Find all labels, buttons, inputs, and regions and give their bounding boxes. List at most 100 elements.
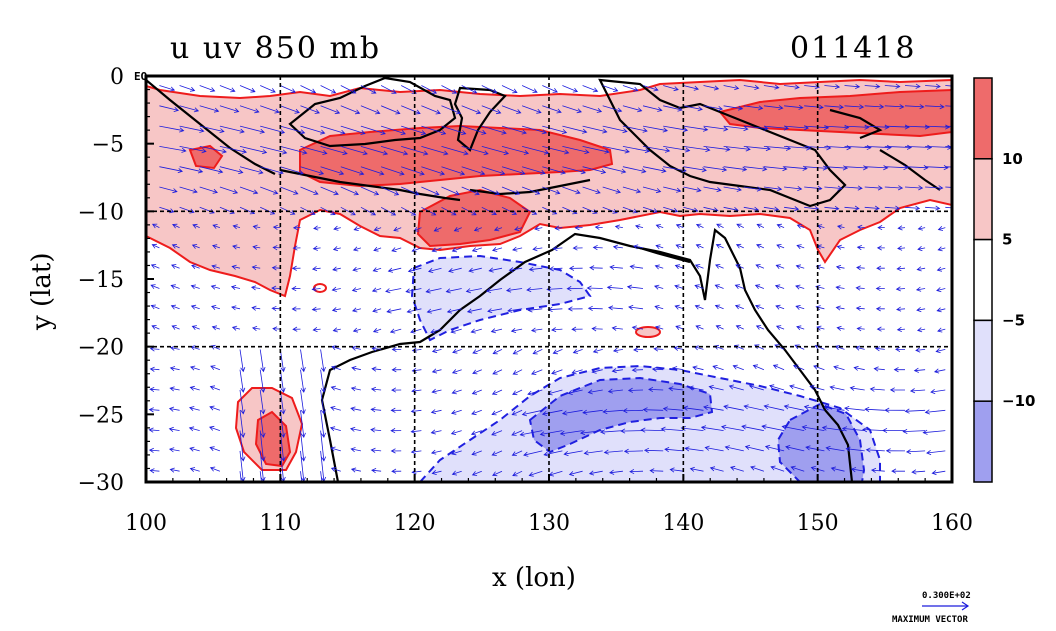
wind-vector-arrow bbox=[734, 304, 744, 310]
wind-vector-arrow bbox=[421, 186, 440, 196]
wind-vector-arrow bbox=[642, 105, 663, 112]
wind-vector-arrow bbox=[735, 243, 744, 249]
wind-vector-arrow bbox=[627, 387, 644, 393]
wind-vector-arrow bbox=[756, 243, 765, 249]
wind-vector-arrow bbox=[655, 244, 664, 250]
wind-vector-arrow bbox=[360, 186, 380, 196]
wind-vector-arrow bbox=[280, 186, 299, 195]
wind-vector-arrow bbox=[450, 430, 462, 435]
wind-vector-arrow bbox=[631, 367, 644, 373]
wind-vector-arrow bbox=[856, 265, 865, 271]
wind-vector-arrow bbox=[352, 266, 362, 272]
wind-vector-arrow bbox=[642, 166, 667, 173]
region-core-sumatra bbox=[188, 144, 224, 170]
wind-vector-arrow bbox=[425, 288, 442, 294]
wind-vector-arrow bbox=[662, 406, 684, 412]
wind-vector-arrow bbox=[785, 445, 805, 452]
wind-vector-arrow bbox=[804, 205, 820, 212]
wind-vector-arrow bbox=[340, 186, 359, 196]
wind-vector-arrow bbox=[320, 410, 326, 439]
wind-vector-arrow bbox=[189, 446, 200, 452]
wind-vector-arrow bbox=[925, 205, 941, 211]
wind-vector-arrow bbox=[642, 146, 671, 153]
wind-vector-arrow bbox=[864, 104, 885, 110]
wind-vector-arrow bbox=[622, 125, 648, 133]
wind-vector-arrow bbox=[450, 328, 462, 334]
wind-vector-arrow bbox=[159, 146, 187, 153]
wind-vector-arrow bbox=[311, 306, 321, 312]
wind-vector-arrow bbox=[884, 83, 901, 89]
wind-vector-arrow bbox=[712, 365, 724, 371]
wind-vector-arrow bbox=[239, 105, 260, 114]
x-tick-label: 160 bbox=[931, 511, 973, 536]
wind-vector-arrow bbox=[159, 166, 184, 174]
wind-vector-arrow bbox=[481, 146, 510, 156]
wind-vector-arrow bbox=[896, 306, 906, 312]
wind-vector-arrow bbox=[353, 246, 362, 252]
wind-vector-arrow bbox=[373, 246, 382, 252]
wind-vector-arrow bbox=[320, 206, 336, 216]
wind-vector-arrow bbox=[190, 304, 200, 310]
wind-vector-arrow bbox=[567, 306, 583, 312]
wind-vector-arrow bbox=[219, 186, 239, 194]
coast-java bbox=[279, 168, 461, 202]
wind-vector-arrow bbox=[481, 186, 501, 196]
colorbar-tick-label: −5 bbox=[1002, 311, 1025, 329]
wind-vector-arrow bbox=[401, 125, 427, 136]
wind-vector-arrow bbox=[531, 369, 543, 375]
wind-vector-arrow bbox=[421, 105, 441, 115]
chart-title-left: u uv 850 mb bbox=[170, 31, 381, 66]
wind-vector-arrow bbox=[655, 224, 664, 229]
wind-vector-arrow bbox=[748, 384, 765, 391]
wind-vector-arrow bbox=[219, 125, 245, 134]
wind-vector-arrow bbox=[913, 367, 926, 373]
coast-borneo bbox=[288, 76, 457, 148]
wind-vector-arrow bbox=[904, 144, 933, 150]
wind-vector-arrow bbox=[844, 406, 865, 412]
wind-vector-arrow bbox=[210, 284, 221, 290]
wind-vector-arrow bbox=[937, 246, 946, 252]
wind-vector-arrow bbox=[763, 186, 783, 192]
wind-vector-arrow bbox=[188, 406, 200, 411]
wind-vector-arrow bbox=[542, 186, 561, 195]
wind-vector-arrow bbox=[795, 305, 805, 310]
wind-vector-arrow bbox=[931, 470, 946, 476]
wind-vector-arrow bbox=[260, 186, 279, 195]
wind-vector-arrow bbox=[390, 428, 402, 434]
wind-vector-arrow bbox=[350, 447, 361, 453]
wind-vector-arrow bbox=[401, 166, 425, 176]
wind-vector-arrow bbox=[683, 85, 699, 91]
wind-vector-arrow bbox=[150, 284, 160, 289]
wind-vector-arrow bbox=[830, 466, 845, 472]
wind-vector-arrow bbox=[466, 308, 482, 314]
wind-vector-arrow bbox=[716, 223, 724, 229]
wind-vector-arrow bbox=[199, 186, 218, 194]
wind-vector-arrow bbox=[188, 426, 200, 432]
wind-vector-arrow bbox=[212, 244, 221, 250]
wind-vector-arrow bbox=[231, 305, 241, 311]
wind-vector-arrow bbox=[461, 146, 489, 156]
colorbar-swatch bbox=[973, 158, 993, 241]
wind-vector-arrow bbox=[653, 284, 664, 290]
wind-vector-arrow bbox=[239, 389, 246, 415]
wind-vector-arrow bbox=[532, 349, 543, 355]
wind-vector-arrow bbox=[300, 349, 306, 373]
wind-vector-arrow bbox=[784, 185, 803, 192]
wind-vector-arrow bbox=[433, 226, 442, 232]
wind-vector-arrow bbox=[199, 85, 216, 92]
wind-vector-arrow bbox=[330, 467, 341, 472]
wind-vector-arrow bbox=[192, 223, 200, 229]
wind-vector-arrow bbox=[239, 410, 246, 439]
wind-vector-arrow bbox=[445, 288, 462, 294]
wind-vector-arrow bbox=[441, 166, 466, 176]
wind-vector-arrow bbox=[602, 105, 623, 113]
wind-vector-arrow bbox=[833, 365, 845, 371]
wind-vector-arrow bbox=[211, 325, 221, 331]
wind-vector-arrow bbox=[703, 186, 722, 193]
wind-vector-arrow bbox=[320, 349, 326, 373]
wind-vector-arrow bbox=[582, 409, 603, 415]
wind-vector-arrow bbox=[602, 166, 627, 174]
wind-vector-arrow bbox=[371, 346, 382, 352]
wind-vector-arrow bbox=[472, 349, 482, 354]
wind-vector-arrow bbox=[331, 286, 341, 292]
